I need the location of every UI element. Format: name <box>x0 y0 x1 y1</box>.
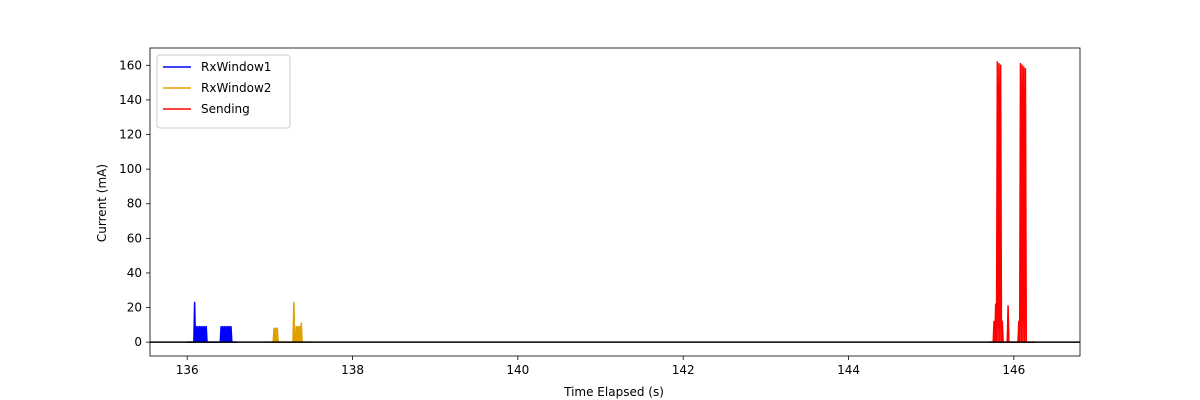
series-line-rxwindow1 <box>187 302 237 342</box>
series-line-rxwindow2 <box>266 302 311 342</box>
x-tick-label: 144 <box>837 363 860 377</box>
y-axis-label: Current (mA) <box>95 164 109 242</box>
x-axis-label: Time Elapsed (s) <box>563 385 664 399</box>
y-tick-label: 100 <box>119 162 142 176</box>
y-tick-label: 20 <box>127 301 142 315</box>
x-tick-label: 136 <box>176 363 199 377</box>
x-tick-label: 142 <box>672 363 695 377</box>
y-tick-label: 0 <box>134 335 142 349</box>
legend: RxWindow1 RxWindow2 Sending <box>157 55 290 128</box>
y-tick-label: 140 <box>119 93 142 107</box>
y-tick-label: 80 <box>127 197 142 211</box>
legend-label-rxwindow1: RxWindow1 <box>201 60 271 74</box>
legend-label-sending: Sending <box>201 102 250 116</box>
y-tick-label: 60 <box>127 231 142 245</box>
y-tick-label: 160 <box>119 58 142 72</box>
legend-label-rxwindow2: RxWindow2 <box>201 81 271 95</box>
x-tick-label: 146 <box>1002 363 1025 377</box>
x-tick-label: 138 <box>341 363 364 377</box>
y-tick-label: 120 <box>119 128 142 142</box>
y-tick-label: 40 <box>127 266 142 280</box>
x-tick-label: 140 <box>506 363 529 377</box>
series-line-sending <box>989 62 1034 342</box>
